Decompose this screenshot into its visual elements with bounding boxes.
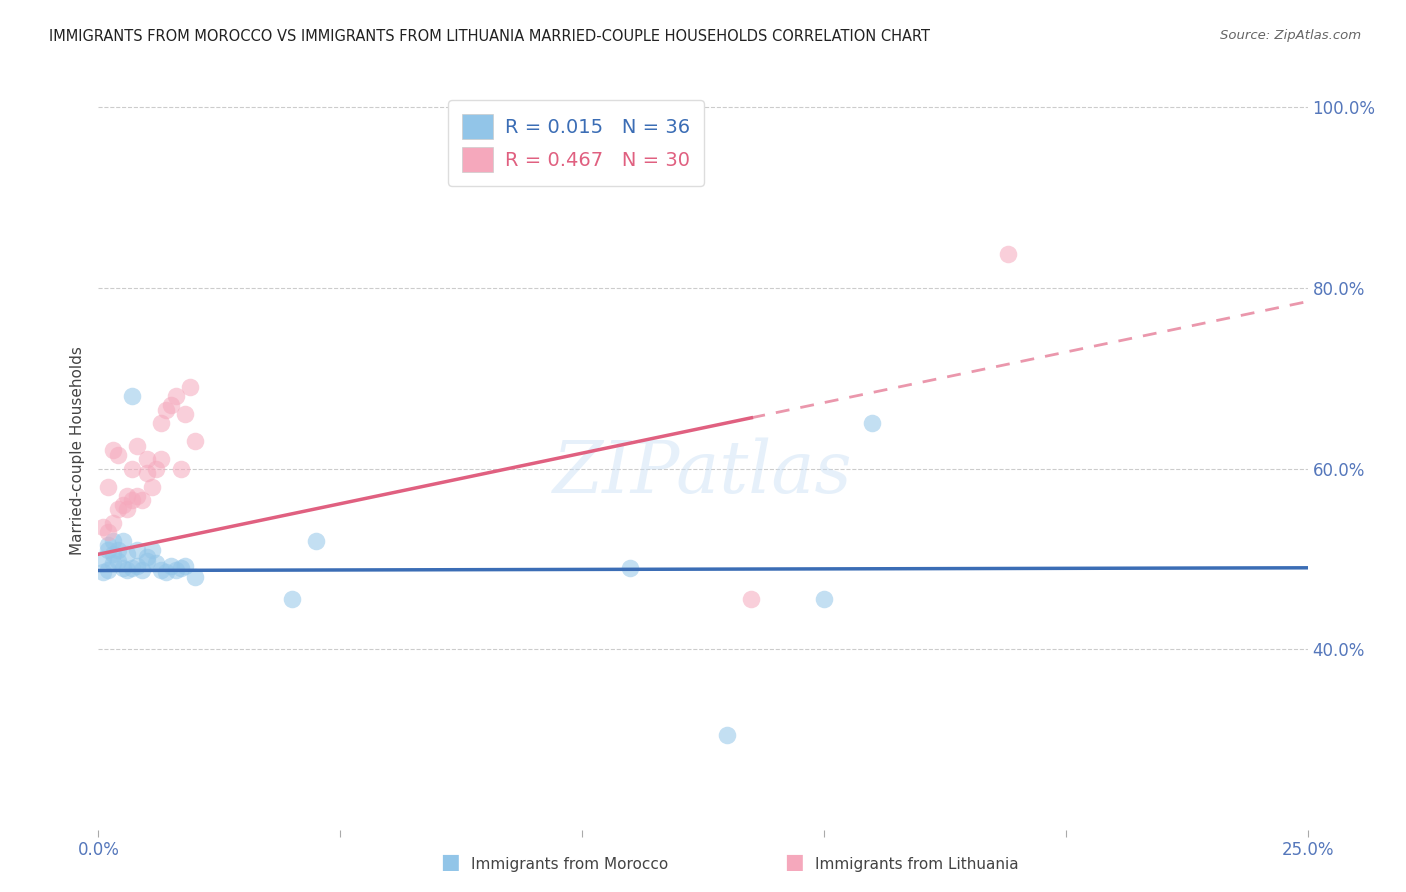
Point [97, 524, 120, 539]
Point [619, 561, 641, 575]
Point [174, 559, 197, 574]
Legend: R = 0.015   N = 36, R = 0.467   N = 30: R = 0.015 N = 36, R = 0.467 N = 30 [449, 100, 703, 186]
Point [107, 502, 129, 516]
Point [121, 493, 143, 508]
Point [145, 556, 167, 570]
Point [740, 592, 762, 607]
Point [97, 563, 120, 577]
Point [135, 452, 157, 467]
Point [169, 561, 191, 575]
Text: IMMIGRANTS FROM MOROCCO VS IMMIGRANTS FROM LITHUANIA MARRIED-COUPLE HOUSEHOLDS C: IMMIGRANTS FROM MOROCCO VS IMMIGRANTS FR… [49, 29, 931, 44]
Point [127, 542, 149, 557]
Point [174, 408, 197, 422]
Point [101, 556, 124, 570]
Point [813, 592, 835, 607]
Point [305, 533, 328, 548]
Text: Source: ZipAtlas.com: Source: ZipAtlas.com [1220, 29, 1361, 42]
Point [127, 489, 149, 503]
Y-axis label: Married-couple Households: Married-couple Households [69, 346, 84, 555]
Point [101, 443, 124, 458]
Point [135, 466, 157, 480]
Point [117, 502, 139, 516]
Point [117, 563, 139, 577]
Point [121, 561, 143, 575]
Point [97, 479, 120, 493]
Point [117, 489, 139, 503]
Text: ■: ■ [785, 853, 804, 872]
Point [111, 533, 134, 548]
Text: ■: ■ [440, 853, 460, 872]
Point [141, 542, 163, 557]
Point [101, 533, 124, 548]
Point [121, 389, 143, 403]
Point [184, 434, 207, 449]
Point [91, 520, 114, 534]
Point [131, 563, 153, 577]
Point [281, 592, 304, 607]
Point [155, 402, 177, 417]
Point [141, 479, 163, 493]
Point [97, 538, 120, 552]
Point [127, 559, 149, 574]
Point [107, 553, 129, 567]
Point [107, 542, 129, 557]
Point [91, 551, 114, 566]
Point [155, 566, 177, 580]
Point [121, 461, 143, 475]
Point [111, 498, 134, 512]
Point [716, 728, 738, 742]
Point [101, 516, 124, 530]
Text: Immigrants from Lithuania: Immigrants from Lithuania [815, 857, 1019, 872]
Point [165, 389, 187, 403]
Point [127, 439, 149, 453]
Point [107, 448, 129, 462]
Point [145, 461, 167, 475]
Point [179, 380, 201, 394]
Point [165, 563, 187, 577]
Point [135, 553, 157, 567]
Point [150, 452, 173, 467]
Point [160, 559, 183, 574]
Point [135, 549, 157, 564]
Point [111, 561, 134, 575]
Text: Immigrants from Morocco: Immigrants from Morocco [471, 857, 668, 872]
Point [997, 246, 1019, 260]
Point [131, 493, 153, 508]
Point [860, 417, 883, 431]
Point [150, 417, 173, 431]
Point [101, 547, 124, 561]
Point [169, 461, 191, 475]
Point [97, 542, 120, 557]
Text: ZIPatlas: ZIPatlas [553, 438, 853, 508]
Point [117, 547, 139, 561]
Point [91, 566, 114, 580]
Point [160, 398, 183, 412]
Point [150, 563, 173, 577]
Point [184, 570, 207, 584]
